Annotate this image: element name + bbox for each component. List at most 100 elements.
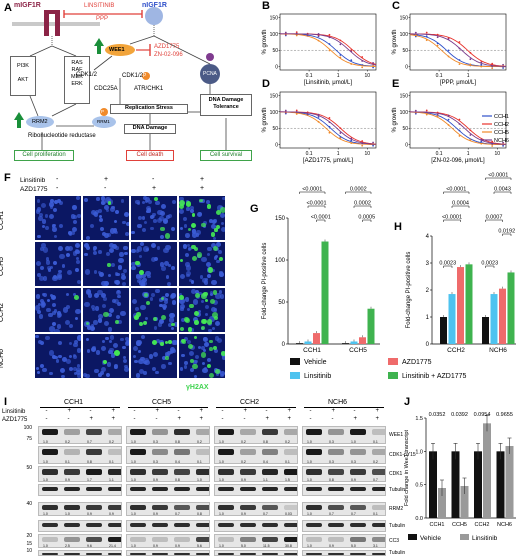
blot-strip: 1.0 1.0 0.9 0.9 <box>38 502 122 516</box>
bar-ytick-label: 3 <box>426 261 430 267</box>
nucleus <box>94 210 100 215</box>
gamma-h2ax-focus <box>208 372 214 378</box>
nucleus <box>76 364 80 368</box>
cell-survival-label: Cell survival <box>209 152 243 158</box>
blot-strip: 1.0 2.5 9.6 21.4 <box>38 534 122 548</box>
nucleus <box>122 269 128 274</box>
nucleus <box>40 303 46 308</box>
nucleus <box>137 215 142 220</box>
nucleus <box>132 299 138 305</box>
nucleus <box>66 304 71 309</box>
nucleus <box>73 366 77 371</box>
curve-point <box>339 39 342 42</box>
blot-quant-value: 0.8 <box>197 512 202 516</box>
curve-point <box>425 31 428 34</box>
gamma-h2ax-focus <box>212 346 218 351</box>
blot-band <box>196 487 209 492</box>
nucleus <box>94 306 100 311</box>
panel-i-letter: I <box>4 396 8 408</box>
bar-ytick-label: 4 <box>426 234 430 240</box>
gamma-h2ax-focus <box>191 363 198 370</box>
i-group-label: CCH2 <box>240 399 260 406</box>
nucleus <box>124 232 129 237</box>
blot-quant-value: 0.3 <box>153 440 158 444</box>
nucleus <box>76 369 81 375</box>
nucleus <box>65 320 71 326</box>
curve-point <box>284 109 287 112</box>
nucleus <box>143 246 149 252</box>
nucleus <box>160 204 166 210</box>
gamma-h2ax-focus <box>190 222 197 228</box>
nucleus <box>115 246 120 250</box>
curve-point <box>328 36 331 39</box>
curve-point <box>372 141 374 144</box>
nucleus <box>40 202 46 208</box>
curve-xtick-label: 10 <box>364 73 370 79</box>
gamma-h2ax-focus <box>152 339 157 345</box>
arrow-to-ras <box>51 45 77 57</box>
gamma-h2ax-focus <box>86 321 90 325</box>
curve-point <box>372 66 374 69</box>
molecular-weight-label: 20 <box>26 533 32 539</box>
nucleus <box>52 275 58 282</box>
arrow-erk-rrm2 <box>51 103 77 117</box>
nucleus <box>104 205 109 211</box>
curve-point <box>295 109 298 112</box>
blot-band <box>350 505 366 510</box>
curve-point <box>502 144 504 147</box>
nucleus <box>152 213 156 217</box>
blot-band <box>262 505 278 510</box>
blot-strip: 1.0 0.8 0.9 0.7 <box>302 466 386 482</box>
nucleus <box>136 246 142 252</box>
nucleus <box>77 214 81 218</box>
nucleus <box>101 345 107 351</box>
nucleus <box>164 293 169 298</box>
i-azd1775-sign: - <box>155 416 158 422</box>
curve-point <box>295 113 298 115</box>
nucleus <box>151 256 157 263</box>
blot-band <box>240 487 256 492</box>
cell-death-label: Cell death <box>136 152 164 158</box>
significance-bracket <box>362 219 372 222</box>
nucleus <box>41 224 45 229</box>
nucleus <box>106 362 112 367</box>
pcna-label: PCNA <box>203 71 217 77</box>
blot-band <box>152 523 168 528</box>
nucleus <box>48 213 55 220</box>
raf-label: RAF <box>71 67 83 73</box>
blot-band <box>42 449 58 456</box>
significance-bracket <box>451 205 470 208</box>
curve-point <box>361 56 364 58</box>
tolerance-label-1: DNA Damage <box>208 97 244 103</box>
nucleus <box>102 303 107 308</box>
microscopy-image <box>82 287 130 333</box>
j-p-value: 0.0352 <box>429 412 446 418</box>
nucleus <box>131 265 136 270</box>
nucleus <box>120 272 125 277</box>
nucleus <box>36 294 41 299</box>
f-azd1775-sign: + <box>200 185 205 192</box>
blot-band <box>306 505 322 510</box>
nucleus <box>99 218 104 223</box>
blot-band <box>218 429 234 436</box>
microscopy-image <box>82 195 130 241</box>
curve-ylabel: % growth <box>262 107 268 132</box>
i-azd1775-sign: - <box>221 416 224 422</box>
nucleus <box>131 261 136 267</box>
blot-band <box>372 469 385 475</box>
nucleus <box>207 246 212 252</box>
nucleus <box>94 368 99 374</box>
i-azd1775-sign: + <box>265 416 270 422</box>
blot-strip <box>302 484 386 496</box>
curve-ytick-label: 100 <box>270 32 279 38</box>
p-value-label: 0.0192 <box>498 229 515 235</box>
blot-strip: 1.0 0.2 0.8 0.2 <box>214 426 298 444</box>
gamma-h2ax-focus <box>144 293 148 297</box>
blot-band <box>42 523 58 528</box>
nucleus <box>100 196 106 201</box>
curve-ytick-label: 150 <box>270 15 279 21</box>
curve-point <box>436 42 439 45</box>
blot-quant-value: 0.2 <box>285 440 290 444</box>
nucleus <box>51 224 56 228</box>
nucleus <box>137 202 141 206</box>
